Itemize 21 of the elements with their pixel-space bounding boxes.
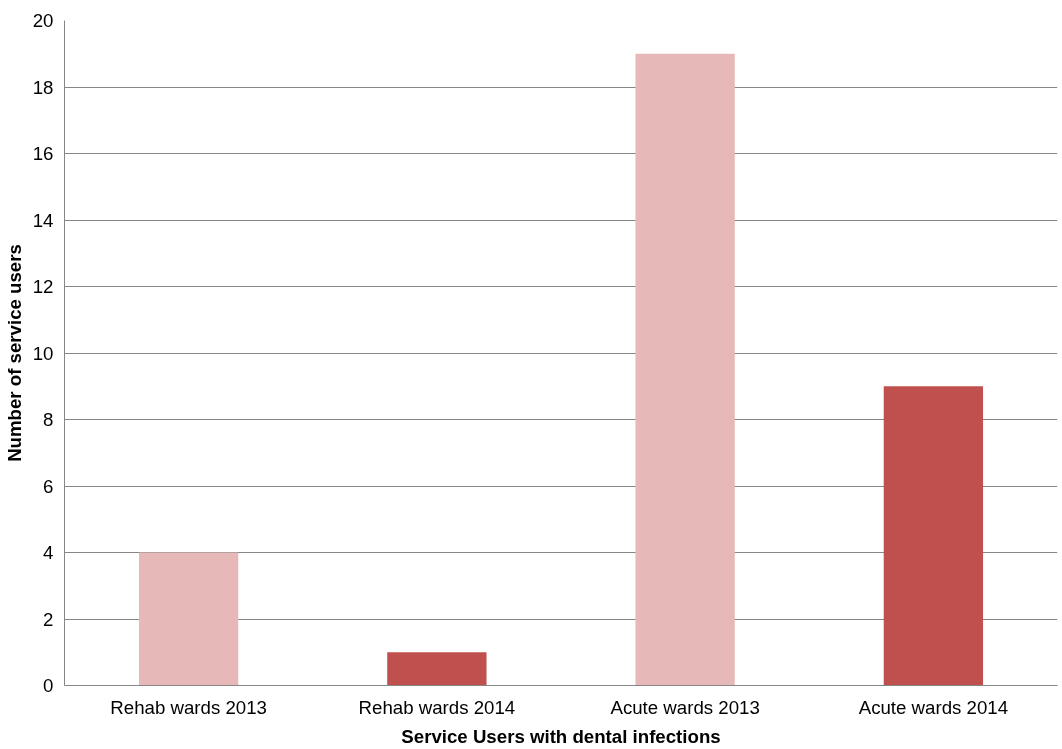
bar: [138, 552, 239, 686]
y-tick-label: 10: [32, 342, 54, 364]
y-tick-label: 16: [32, 143, 54, 164]
y-axis-title: Number of service users: [3, 244, 25, 462]
y-tick-label: 2: [43, 608, 54, 630]
x-tick-label: Acute wards 2013: [610, 696, 760, 718]
y-tick-label: 14: [32, 209, 54, 231]
bar: [387, 652, 487, 686]
bar: [635, 53, 735, 686]
y-tick-label: 18: [32, 76, 54, 98]
y-tick-label: 8: [43, 409, 54, 430]
y-tick-label: 20: [32, 10, 54, 31]
x-tick-label: Rehab wards 2013: [110, 696, 267, 718]
y-tick-label: 6: [43, 475, 54, 497]
x-tick-label: Acute wards 2014: [858, 696, 1009, 718]
y-tick-label: 12: [32, 276, 54, 297]
bar: [883, 386, 984, 686]
y-tick-label: 0: [43, 675, 54, 696]
x-tick-label: Rehab wards 2014: [358, 696, 516, 718]
x-axis-title: Service Users with dental infections: [401, 725, 721, 747]
y-tick-label: 4: [43, 542, 54, 563]
